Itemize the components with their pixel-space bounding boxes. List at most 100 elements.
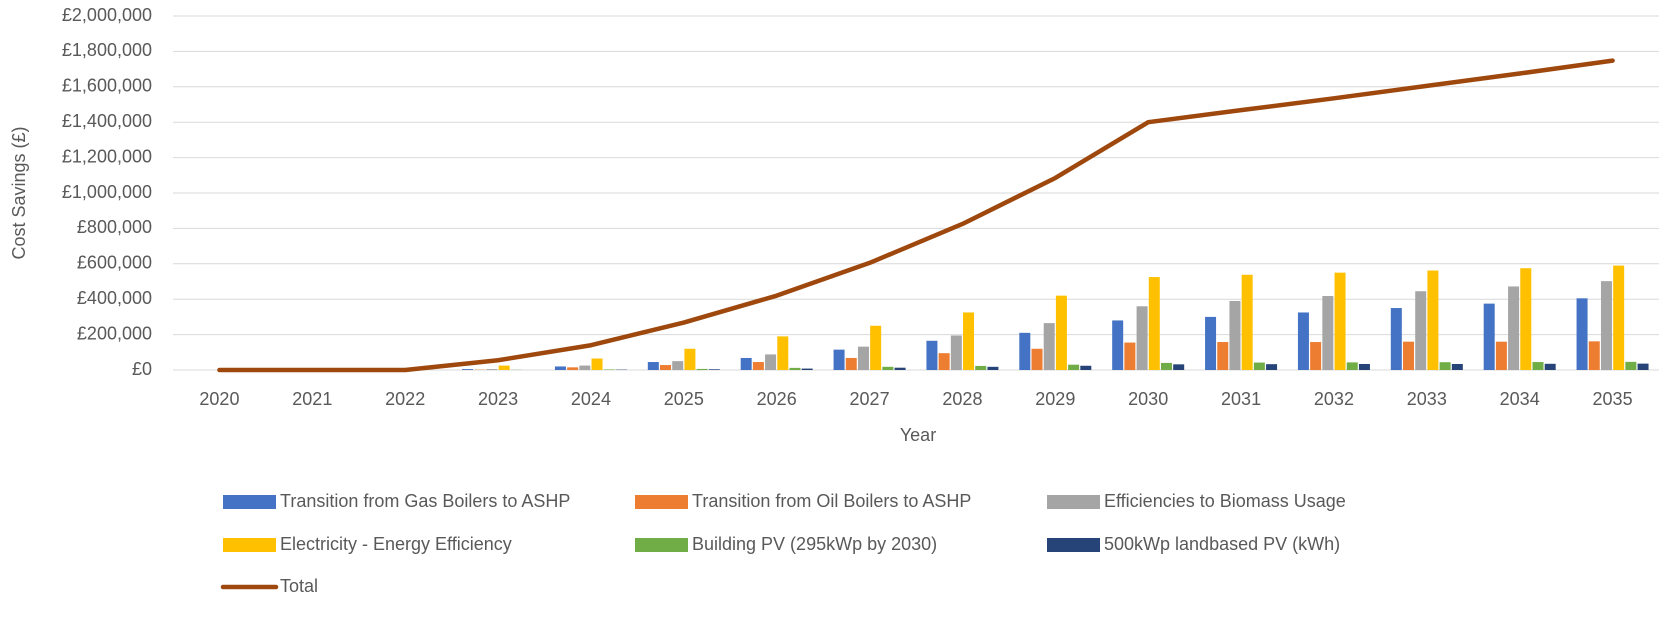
bar	[499, 366, 510, 370]
legend-swatch	[223, 538, 276, 552]
bar	[592, 358, 603, 370]
y-tick-label: £2,000,000	[62, 5, 152, 25]
x-tick-label: 2029	[1035, 389, 1075, 409]
bar	[975, 366, 986, 370]
y-tick-label: £1,000,000	[62, 182, 152, 202]
bar	[870, 326, 881, 370]
bar	[1310, 342, 1321, 370]
bar	[1601, 281, 1612, 370]
y-tick-label: £200,000	[77, 323, 152, 343]
y-tick-label: £1,200,000	[62, 146, 152, 166]
bar	[1056, 296, 1067, 370]
x-tick-label: 2027	[850, 389, 890, 409]
bar	[486, 369, 497, 370]
x-tick-label: 2024	[571, 389, 611, 409]
x-tick-label: 2031	[1221, 389, 1261, 409]
legend-swatch	[635, 538, 688, 552]
bar	[1229, 301, 1240, 370]
bar	[660, 365, 671, 370]
legend-label: Total	[280, 576, 318, 596]
x-tick-label: 2028	[942, 389, 982, 409]
bar	[1403, 342, 1414, 370]
bar	[834, 350, 845, 370]
bar	[1080, 366, 1091, 370]
legend-label: Building PV (295kWp by 2030)	[692, 534, 937, 554]
y-tick-label: £400,000	[77, 288, 152, 308]
bar	[1532, 362, 1543, 370]
bar	[802, 369, 813, 370]
bar	[1112, 320, 1123, 370]
bar	[1415, 291, 1426, 370]
x-tick-label: 2025	[664, 389, 704, 409]
x-tick-label: 2020	[199, 389, 239, 409]
y-tick-label: £600,000	[77, 253, 152, 273]
bar	[1161, 363, 1172, 370]
legend-swatch	[1047, 538, 1100, 552]
legend-swatch	[635, 495, 688, 509]
bar	[789, 368, 800, 370]
bar	[555, 366, 566, 370]
bar	[1124, 343, 1135, 370]
x-tick-label: 2035	[1593, 389, 1633, 409]
bar	[648, 362, 659, 370]
bar	[882, 367, 893, 370]
bar	[1440, 362, 1451, 370]
bar	[579, 366, 590, 370]
x-tick-label: 2032	[1314, 389, 1354, 409]
bar	[1032, 349, 1043, 370]
bar	[1638, 364, 1649, 370]
x-tick-label: 2026	[757, 389, 797, 409]
legend-label: Efficiencies to Biomass Usage	[1104, 491, 1346, 511]
bar	[1391, 308, 1402, 370]
bar	[567, 367, 578, 370]
bar	[1149, 277, 1160, 370]
bar	[1322, 296, 1333, 370]
bar	[963, 312, 974, 370]
x-tick-label: 2022	[385, 389, 425, 409]
bar	[1044, 323, 1055, 370]
bar	[1173, 364, 1184, 370]
y-tick-label: £1,600,000	[62, 76, 152, 96]
x-tick-label: 2033	[1407, 389, 1447, 409]
y-tick-label: £800,000	[77, 217, 152, 237]
line	[219, 61, 1612, 370]
bar	[858, 347, 869, 370]
bar	[1137, 306, 1148, 370]
bar	[1520, 268, 1531, 370]
bar	[1266, 364, 1277, 370]
bar	[895, 368, 906, 370]
bar	[777, 336, 788, 370]
bar	[939, 353, 950, 370]
bar	[1205, 317, 1216, 370]
legend-label: Electricity - Energy Efficiency	[280, 534, 512, 554]
y-tick-label: £0	[132, 359, 152, 379]
bar	[1347, 362, 1358, 370]
bar	[672, 361, 683, 370]
bar	[697, 369, 708, 370]
bar	[846, 358, 857, 370]
y-tick-label: £1,400,000	[62, 111, 152, 131]
bar	[1359, 364, 1370, 370]
x-tick-label: 2030	[1128, 389, 1168, 409]
bar	[1625, 362, 1636, 370]
bar	[987, 367, 998, 370]
bar	[1508, 286, 1519, 370]
y-tick-label: £1,800,000	[62, 40, 152, 60]
y-axis-title: Cost Savings (£)	[9, 126, 29, 259]
bar	[1019, 333, 1030, 370]
bar	[1068, 365, 1079, 370]
legend-label: Transition from Gas Boilers to ASHP	[280, 491, 570, 511]
legend-swatch	[1047, 495, 1100, 509]
bar	[1254, 363, 1265, 370]
bar	[1427, 271, 1438, 370]
bar	[1335, 273, 1346, 370]
x-tick-label: 2034	[1500, 389, 1540, 409]
x-tick-label: 2021	[292, 389, 332, 409]
bar	[1217, 342, 1228, 370]
bar	[741, 358, 752, 370]
bar	[1577, 298, 1588, 370]
bar	[1484, 304, 1495, 370]
bar	[709, 369, 720, 370]
bar	[462, 369, 473, 370]
